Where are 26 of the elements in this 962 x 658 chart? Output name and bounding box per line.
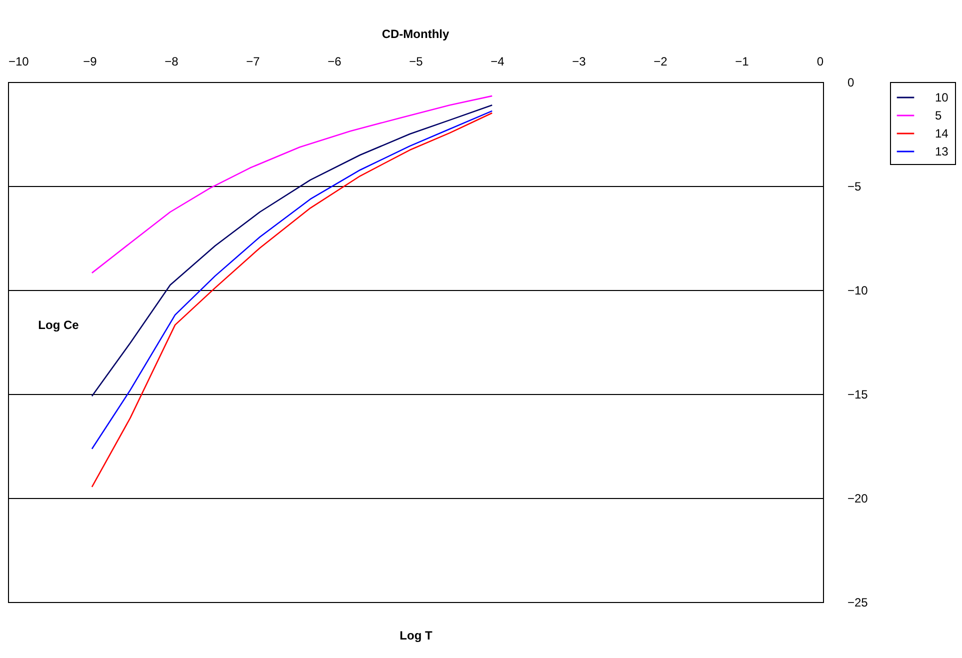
x-tick-label: −5: [409, 54, 424, 68]
y-tick-label: −15: [848, 388, 868, 402]
legend-label: 10: [935, 90, 949, 104]
x-tick-label: 0: [816, 54, 824, 68]
x-axis-title: Log T: [400, 628, 433, 642]
x-tick-label: −7: [246, 54, 260, 68]
x-tick-label: −3: [572, 54, 586, 68]
x-tick-label: −8: [164, 54, 179, 68]
x-tick-label: −10: [8, 54, 30, 68]
y-tick-label: −5: [848, 180, 862, 194]
legend-label: 14: [935, 126, 949, 140]
line-series: [91, 104, 493, 397]
y-axis-title: Log Ce: [38, 318, 80, 332]
legend-label: 5: [935, 108, 942, 122]
y-tick-label: −25: [848, 596, 868, 610]
x-tick-label: −6: [328, 54, 342, 68]
x-tick-label: −9: [83, 54, 98, 68]
legend-label: 13: [935, 144, 949, 158]
x-tick-label: −2: [654, 54, 668, 68]
y-tick-label: 0: [848, 76, 854, 90]
chart-title: CD-Monthly: [382, 27, 450, 41]
y-tick-label: −10: [848, 284, 868, 298]
x-tick-label: −4: [490, 54, 505, 68]
y-tick-label: −20: [848, 492, 868, 506]
x-tick-label: −1: [735, 54, 750, 68]
line-series: [91, 95, 493, 274]
